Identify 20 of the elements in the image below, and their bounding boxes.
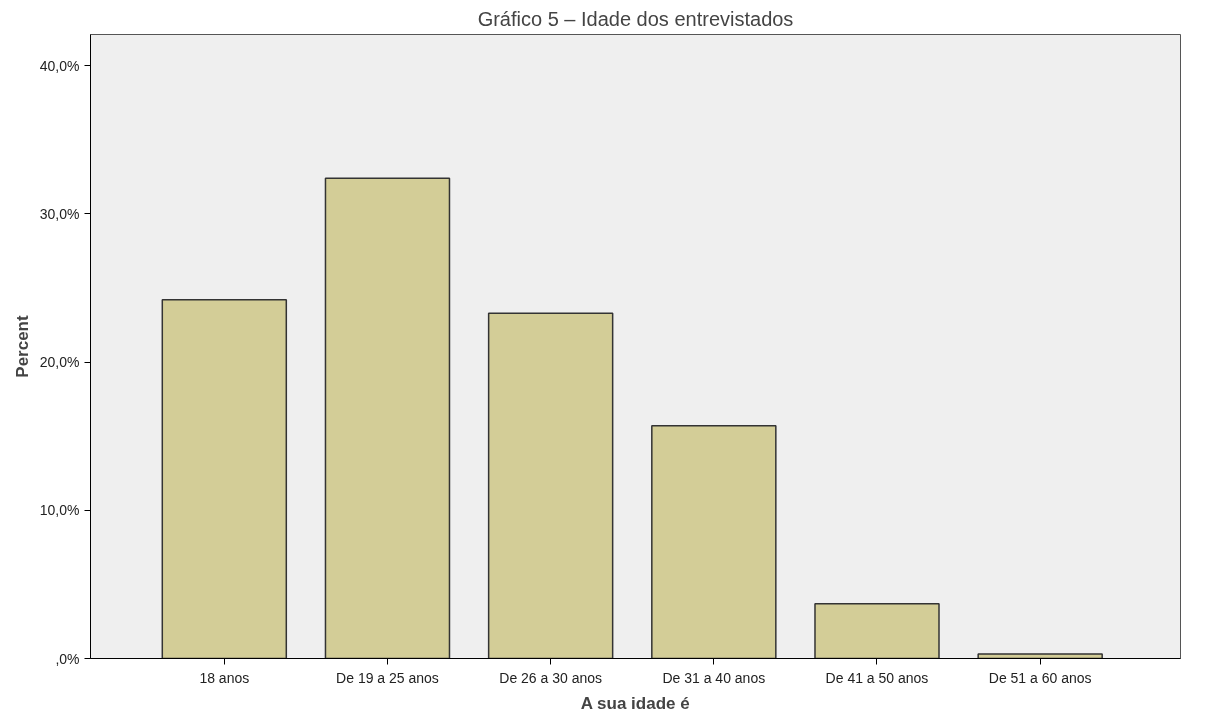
y-tick-label: 20,0% — [39, 354, 80, 371]
x-tick-label: De 19 a 25 anos — [336, 669, 439, 686]
x-tick-label: De 26 a 30 anos — [499, 669, 603, 686]
bar — [487, 312, 614, 659]
x-tick-label: De 41 a 50 anos — [825, 669, 929, 686]
y-tick-label: 30,0% — [39, 205, 80, 222]
bar — [324, 177, 451, 659]
x-tick-label: 18 anos — [199, 669, 250, 686]
bar — [977, 653, 1103, 659]
chart-title: Gráfico 5 – Idade dos entrevistados — [477, 7, 794, 30]
x-axis-title: A sua idade é — [580, 693, 690, 713]
y-axis-title: Percent — [12, 314, 32, 378]
y-tick-label: ,0% — [55, 650, 80, 667]
bar — [651, 425, 777, 659]
x-tick-label: De 51 a 60 anos — [988, 669, 1092, 686]
y-tick-label: 40,0% — [39, 57, 80, 74]
y-tick-label: 10,0% — [39, 502, 80, 519]
bar — [814, 602, 940, 659]
x-tick-label: De 31 a 40 anos — [662, 669, 766, 686]
bar — [161, 299, 288, 659]
